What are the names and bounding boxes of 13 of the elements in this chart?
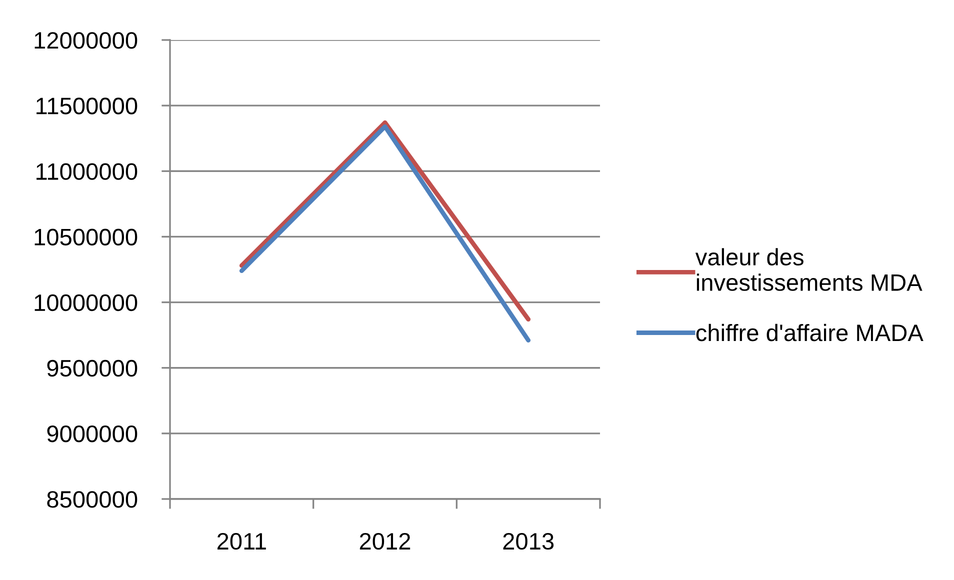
y-tick-label: 9500000 — [47, 360, 138, 377]
x-tick-label: 2012 — [360, 532, 410, 550]
y-tick-label: 11500000 — [36, 98, 138, 114]
x-tick-label: 2011 — [217, 532, 266, 550]
legend-label: valeur des investissements MDA — [695, 248, 922, 291]
y-tick-label: 11000000 — [36, 163, 138, 180]
legend-label: chiffre d'affaire MADA — [696, 324, 924, 342]
y-tick-label: 10000000 — [34, 294, 138, 312]
y-tick-label: 10500000 — [34, 228, 138, 246]
y-tick-label: 12000000 — [34, 32, 138, 49]
y-tick-label: 8500000 — [47, 491, 138, 508]
x-tick-label: 2013 — [503, 532, 554, 550]
y-tick-label: 9000000 — [47, 425, 138, 442]
